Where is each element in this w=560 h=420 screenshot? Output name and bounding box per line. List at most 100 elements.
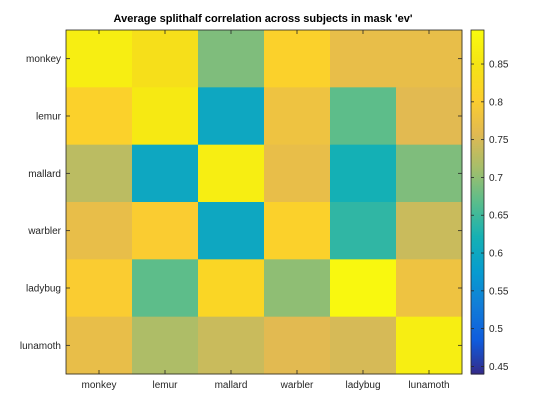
colorbar-segment bbox=[471, 112, 484, 115]
colorbar-segment bbox=[471, 324, 484, 327]
colorbar-segment bbox=[471, 296, 484, 299]
heatmap-cell-ladybug-lunamoth bbox=[396, 259, 463, 318]
colorbar-segment bbox=[471, 168, 484, 171]
colorbar-segment bbox=[471, 90, 484, 93]
colorbar-segment bbox=[471, 310, 484, 313]
colorbar-segment bbox=[471, 132, 484, 135]
colorbar-segment bbox=[471, 78, 484, 81]
colorbar-tick-label: 0.8 bbox=[489, 97, 503, 108]
colorbar-segment bbox=[471, 222, 484, 225]
colorbar-segment bbox=[471, 292, 484, 295]
colorbar-segment bbox=[471, 258, 484, 261]
colorbar-segment bbox=[471, 368, 484, 371]
colorbar-segment bbox=[471, 194, 484, 197]
colorbar-segment bbox=[471, 74, 484, 77]
colorbar-segment bbox=[471, 364, 484, 367]
heatmap-cell-warbler-warbler bbox=[264, 202, 331, 260]
colorbar-segment bbox=[471, 330, 484, 333]
colorbar-segment bbox=[471, 174, 484, 177]
heatmap-cell-lunamoth-ladybug bbox=[330, 316, 397, 375]
colorbar-segment bbox=[471, 188, 484, 191]
colorbar-segment bbox=[471, 106, 484, 109]
colorbar-segment bbox=[471, 312, 484, 315]
colorbar-segment bbox=[471, 332, 484, 335]
colorbar-segment bbox=[471, 360, 484, 363]
y-axis-ticks: monkey lemur mallard warbler ladybug lunamoth bbox=[20, 54, 462, 352]
colorbar-segment bbox=[471, 80, 484, 83]
colorbar-segment bbox=[471, 260, 484, 263]
colorbar-segment bbox=[471, 76, 484, 79]
colorbar-segment bbox=[471, 338, 484, 341]
colorbar-segment bbox=[471, 146, 484, 149]
heatmap-cell-warbler-lemur bbox=[132, 202, 199, 260]
x-tick-label-lunamoth: lunamoth bbox=[408, 380, 449, 391]
colorbar-segment bbox=[471, 156, 484, 159]
heatmap-cell-monkey-ladybug bbox=[330, 30, 397, 88]
colorbar-segment bbox=[471, 320, 484, 323]
heatmap-cell-mallard-ladybug bbox=[330, 144, 397, 203]
colorbar-segment bbox=[471, 306, 484, 309]
x-tick-label-monkey: monkey bbox=[81, 380, 116, 391]
y-tick-label-lemur: lemur bbox=[36, 112, 62, 123]
colorbar-segment bbox=[471, 38, 484, 41]
colorbar-tick-label: 0.5 bbox=[489, 324, 503, 335]
colorbar-segment bbox=[471, 252, 484, 255]
colorbar-segment bbox=[471, 198, 484, 201]
colorbar-segment bbox=[471, 130, 484, 133]
heatmap-cell-lunamoth-mallard bbox=[198, 316, 265, 375]
colorbar-segment bbox=[471, 154, 484, 157]
colorbar-segment bbox=[471, 110, 484, 113]
colorbar-segment bbox=[471, 356, 484, 359]
heatmap-cell-monkey-monkey bbox=[66, 30, 133, 88]
colorbar-segment bbox=[471, 236, 484, 239]
colorbar-segment bbox=[471, 178, 484, 181]
colorbar-segment bbox=[471, 100, 484, 103]
colorbar-tick-label: 0.85 bbox=[489, 60, 509, 71]
colorbar-segment bbox=[471, 102, 484, 105]
colorbar-segment bbox=[471, 46, 484, 49]
colorbar-segment bbox=[471, 108, 484, 111]
colorbar-segment bbox=[471, 322, 484, 325]
colorbar-segment bbox=[471, 284, 484, 287]
colorbar-segment bbox=[471, 206, 484, 209]
heatmap-cell-ladybug-warbler bbox=[264, 259, 331, 318]
colorbar-segment bbox=[471, 160, 484, 163]
colorbar-segment bbox=[471, 30, 484, 33]
colorbar-segment bbox=[471, 58, 484, 61]
colorbar-segment bbox=[471, 50, 484, 53]
heatmap-cell-mallard-lunamoth bbox=[396, 144, 463, 203]
heatmap-cells bbox=[66, 30, 463, 375]
colorbar-segment bbox=[471, 92, 484, 95]
colorbar-segment bbox=[471, 54, 484, 57]
colorbar-segment bbox=[471, 256, 484, 259]
colorbar-segment bbox=[471, 96, 484, 99]
colorbar-segment bbox=[471, 186, 484, 189]
heatmap-cell-lemur-lemur bbox=[132, 87, 199, 146]
colorbar-segment bbox=[471, 114, 484, 117]
colorbar-segment bbox=[471, 244, 484, 247]
colorbar-segment bbox=[471, 344, 484, 347]
colorbar-segment bbox=[471, 290, 484, 293]
colorbar-segment bbox=[471, 32, 484, 35]
colorbar-segment bbox=[471, 234, 484, 237]
colorbar-segment bbox=[471, 276, 484, 279]
colorbar-segment bbox=[471, 172, 484, 175]
colorbar-segment bbox=[471, 60, 484, 63]
heatmap-cell-lemur-warbler bbox=[264, 87, 331, 146]
colorbar-segment bbox=[471, 316, 484, 319]
colorbar-segment bbox=[471, 238, 484, 241]
colorbar-segment bbox=[471, 358, 484, 361]
colorbar-segment bbox=[471, 66, 484, 69]
heatmap-cell-lunamoth-lunamoth bbox=[396, 316, 463, 375]
colorbar-segment bbox=[471, 240, 484, 243]
colorbar-segment bbox=[471, 372, 484, 375]
colorbar-segment bbox=[471, 246, 484, 249]
colorbar-segment bbox=[471, 140, 484, 143]
heatmap-cell-monkey-lunamoth bbox=[396, 30, 463, 88]
colorbar-segment bbox=[471, 326, 484, 329]
colorbar-segment bbox=[471, 88, 484, 91]
colorbar-segment bbox=[471, 86, 484, 89]
colorbar-segment bbox=[471, 228, 484, 231]
colorbar-segment bbox=[471, 346, 484, 349]
